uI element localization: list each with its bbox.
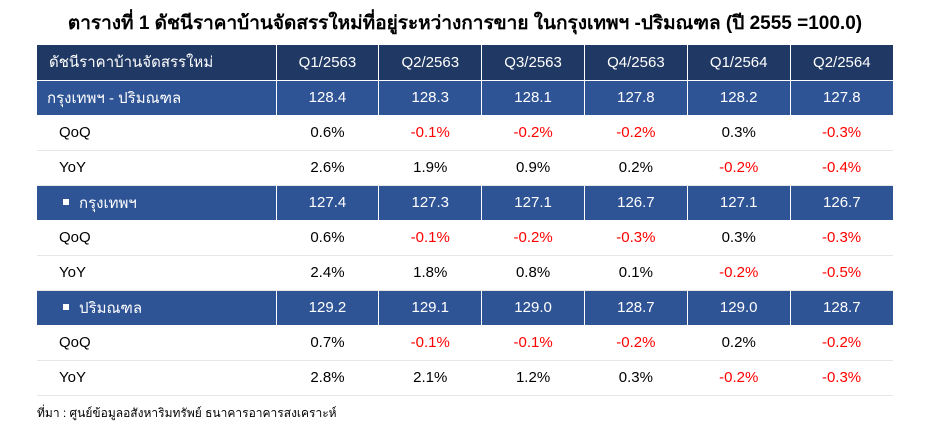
qoq-cell: -0.3% <box>790 220 893 256</box>
index-cell: 128.7 <box>790 289 893 325</box>
qoq-cell: -0.3% <box>790 115 893 151</box>
column-header: Q2/2563 <box>378 45 483 80</box>
yoy-cell: -0.3% <box>790 360 893 396</box>
header-row: ดัชนีราคาบ้านจัดสรรใหม่ Q1/2563 Q2/2563 … <box>37 45 893 80</box>
yoy-row: YoY 2.8% 2.1% 1.2% 0.3% -0.2% -0.3% <box>37 360 893 396</box>
qoq-label: QoQ <box>37 115 277 151</box>
yoy-cell: -0.2% <box>687 255 791 291</box>
source-note: ที่มา : ศูนย์ข้อมูลอสังหาริมทรัพย์ ธนาคา… <box>37 406 337 420</box>
index-cell: 128.4 <box>276 79 380 115</box>
index-cell: 129.2 <box>276 289 380 325</box>
qoq-label: QoQ <box>37 220 277 256</box>
region-label: ปริมณฑล <box>37 289 277 325</box>
index-cell: 126.7 <box>584 184 688 220</box>
yoy-cell: 2.1% <box>378 360 482 396</box>
index-cell: 129.0 <box>481 289 585 325</box>
column-header: Q1/2564 <box>687 45 791 80</box>
yoy-row: YoY 2.4% 1.8% 0.8% 0.1% -0.2% -0.5% <box>37 255 893 291</box>
yoy-cell: -0.5% <box>790 255 893 291</box>
index-cell: 129.0 <box>687 289 791 325</box>
qoq-row: QoQ 0.6% -0.1% -0.2% -0.2% 0.3% -0.3% <box>37 115 893 151</box>
index-cell: 129.1 <box>378 289 483 325</box>
qoq-label: QoQ <box>37 325 277 361</box>
index-cell: 127.1 <box>687 184 791 220</box>
column-header: Q3/2563 <box>481 45 585 80</box>
index-cell: 127.1 <box>481 184 585 220</box>
qoq-cell: -0.1% <box>378 220 482 256</box>
index-cell: 128.1 <box>481 79 585 115</box>
qoq-cell: -0.1% <box>378 115 482 151</box>
bullet-icon <box>63 304 69 311</box>
qoq-cell: 0.6% <box>276 220 379 256</box>
yoy-cell: 2.4% <box>276 255 379 291</box>
yoy-cell: -0.2% <box>687 360 791 396</box>
yoy-cell: 2.6% <box>276 150 379 186</box>
index-cell: 128.2 <box>687 79 791 115</box>
index-cell: 127.8 <box>790 79 893 115</box>
index-cell: 127.3 <box>378 184 483 220</box>
yoy-cell: 0.8% <box>481 255 585 291</box>
region-row-bangkok: กรุงเทพฯ 127.4 127.3 127.1 126.7 127.1 1… <box>37 184 893 220</box>
qoq-cell: 0.3% <box>687 115 791 151</box>
index-cell: 126.7 <box>790 184 893 220</box>
qoq-cell: -0.1% <box>378 325 482 361</box>
qoq-cell: -0.2% <box>481 115 585 151</box>
yoy-cell: -0.2% <box>687 150 791 186</box>
qoq-cell: 0.6% <box>276 115 379 151</box>
price-index-table: ดัชนีราคาบ้านจัดสรรใหม่ Q1/2563 Q2/2563 … <box>37 45 893 396</box>
table-title: ตารางที่ 1 ดัชนีราคาบ้านจัดสรรใหม่ที่อยู… <box>67 13 863 34</box>
yoy-cell: -0.4% <box>790 150 893 186</box>
yoy-cell: 2.8% <box>276 360 379 396</box>
region-row-bkk-vicinity: กรุงเทพฯ - ปริมณฑล 128.4 128.3 128.1 127… <box>37 79 893 115</box>
yoy-label: YoY <box>37 360 277 396</box>
qoq-cell: -0.2% <box>790 325 893 361</box>
yoy-label: YoY <box>37 150 277 186</box>
header-label: ดัชนีราคาบ้านจัดสรรใหม่ <box>37 45 277 80</box>
yoy-cell: 1.9% <box>378 150 482 186</box>
index-cell: 127.8 <box>584 79 688 115</box>
yoy-cell: 0.1% <box>584 255 688 291</box>
column-header: Q1/2563 <box>276 45 380 80</box>
region-label: กรุงเทพฯ - ปริมณฑล <box>37 79 277 115</box>
qoq-cell: -0.2% <box>481 220 585 256</box>
bullet-icon <box>63 199 69 206</box>
index-cell: 127.4 <box>276 184 380 220</box>
qoq-cell: -0.1% <box>481 325 585 361</box>
column-header: Q2/2564 <box>790 45 893 80</box>
yoy-cell: 0.2% <box>584 150 688 186</box>
qoq-cell: 0.3% <box>687 220 791 256</box>
qoq-cell: -0.2% <box>584 115 688 151</box>
region-label: กรุงเทพฯ <box>37 184 277 220</box>
yoy-cell: 1.2% <box>481 360 585 396</box>
qoq-row: QoQ 0.7% -0.1% -0.1% -0.2% 0.2% -0.2% <box>37 325 893 361</box>
qoq-cell: -0.2% <box>584 325 688 361</box>
qoq-cell: 0.7% <box>276 325 379 361</box>
yoy-cell: 0.3% <box>584 360 688 396</box>
qoq-cell: 0.2% <box>687 325 791 361</box>
yoy-label: YoY <box>37 255 277 291</box>
region-row-vicinity: ปริมณฑล 129.2 129.1 129.0 128.7 129.0 12… <box>37 289 893 325</box>
yoy-cell: 0.9% <box>481 150 585 186</box>
yoy-cell: 1.8% <box>378 255 482 291</box>
qoq-cell: -0.3% <box>584 220 688 256</box>
index-cell: 128.3 <box>378 79 483 115</box>
qoq-row: QoQ 0.6% -0.1% -0.2% -0.3% 0.3% -0.3% <box>37 220 893 256</box>
yoy-row: YoY 2.6% 1.9% 0.9% 0.2% -0.2% -0.4% <box>37 150 893 186</box>
index-cell: 128.7 <box>584 289 688 325</box>
column-header: Q4/2563 <box>584 45 688 80</box>
